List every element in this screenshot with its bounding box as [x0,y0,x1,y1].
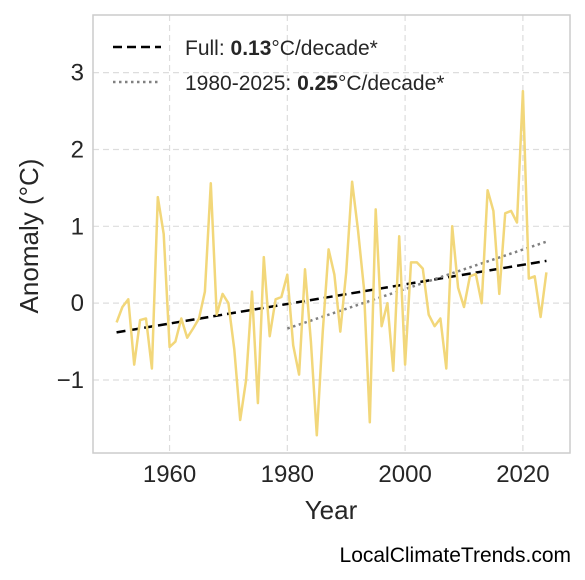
full-period-trend-line [116,259,547,334]
trend-lines [116,240,547,334]
y-tick-label: 3 [71,60,84,87]
legend-full-rate: 0.13 [231,37,272,60]
anomaly-series-line [115,89,548,437]
x-axis-ticks: 1960 1980 2000 2020 [143,461,550,488]
legend: Full: 0.13°C/decade* 1980-2025: 0.25°C/d… [113,37,444,95]
y-tick-label: 2 [71,136,84,163]
x-tick-label: 2020 [496,461,549,488]
legend-recent-rate: 0.25 [297,72,338,95]
y-tick-label: 1 [71,213,84,240]
x-axis-label: Year [305,495,358,525]
y-axis-ticks: −1 0 1 2 3 [57,60,84,394]
legend-full-suffix: °C/decade* [271,37,377,60]
legend-label-recent-trend: 1980-2025: 0.25°C/decade* [185,72,444,95]
anomaly-series [115,89,548,437]
x-tick-label: 2000 [378,461,431,488]
legend-recent-suffix: °C/decade* [338,72,444,95]
legend-full-prefix: Full: [185,37,231,60]
y-axis-label: Anomaly (°C) [14,159,44,314]
x-tick-label: 1960 [143,461,196,488]
watermark: LocalClimateTrends.com [339,544,571,567]
x-tick-label: 1980 [261,461,314,488]
y-tick-label: 0 [71,290,84,317]
y-tick-label: −1 [57,367,84,394]
legend-label-full-trend: Full: 0.13°C/decade* [185,37,378,60]
plot-frame [92,14,571,454]
legend-recent-prefix: 1980-2025: [185,72,297,95]
grid-lines [93,15,570,453]
plot-background [93,15,570,453]
